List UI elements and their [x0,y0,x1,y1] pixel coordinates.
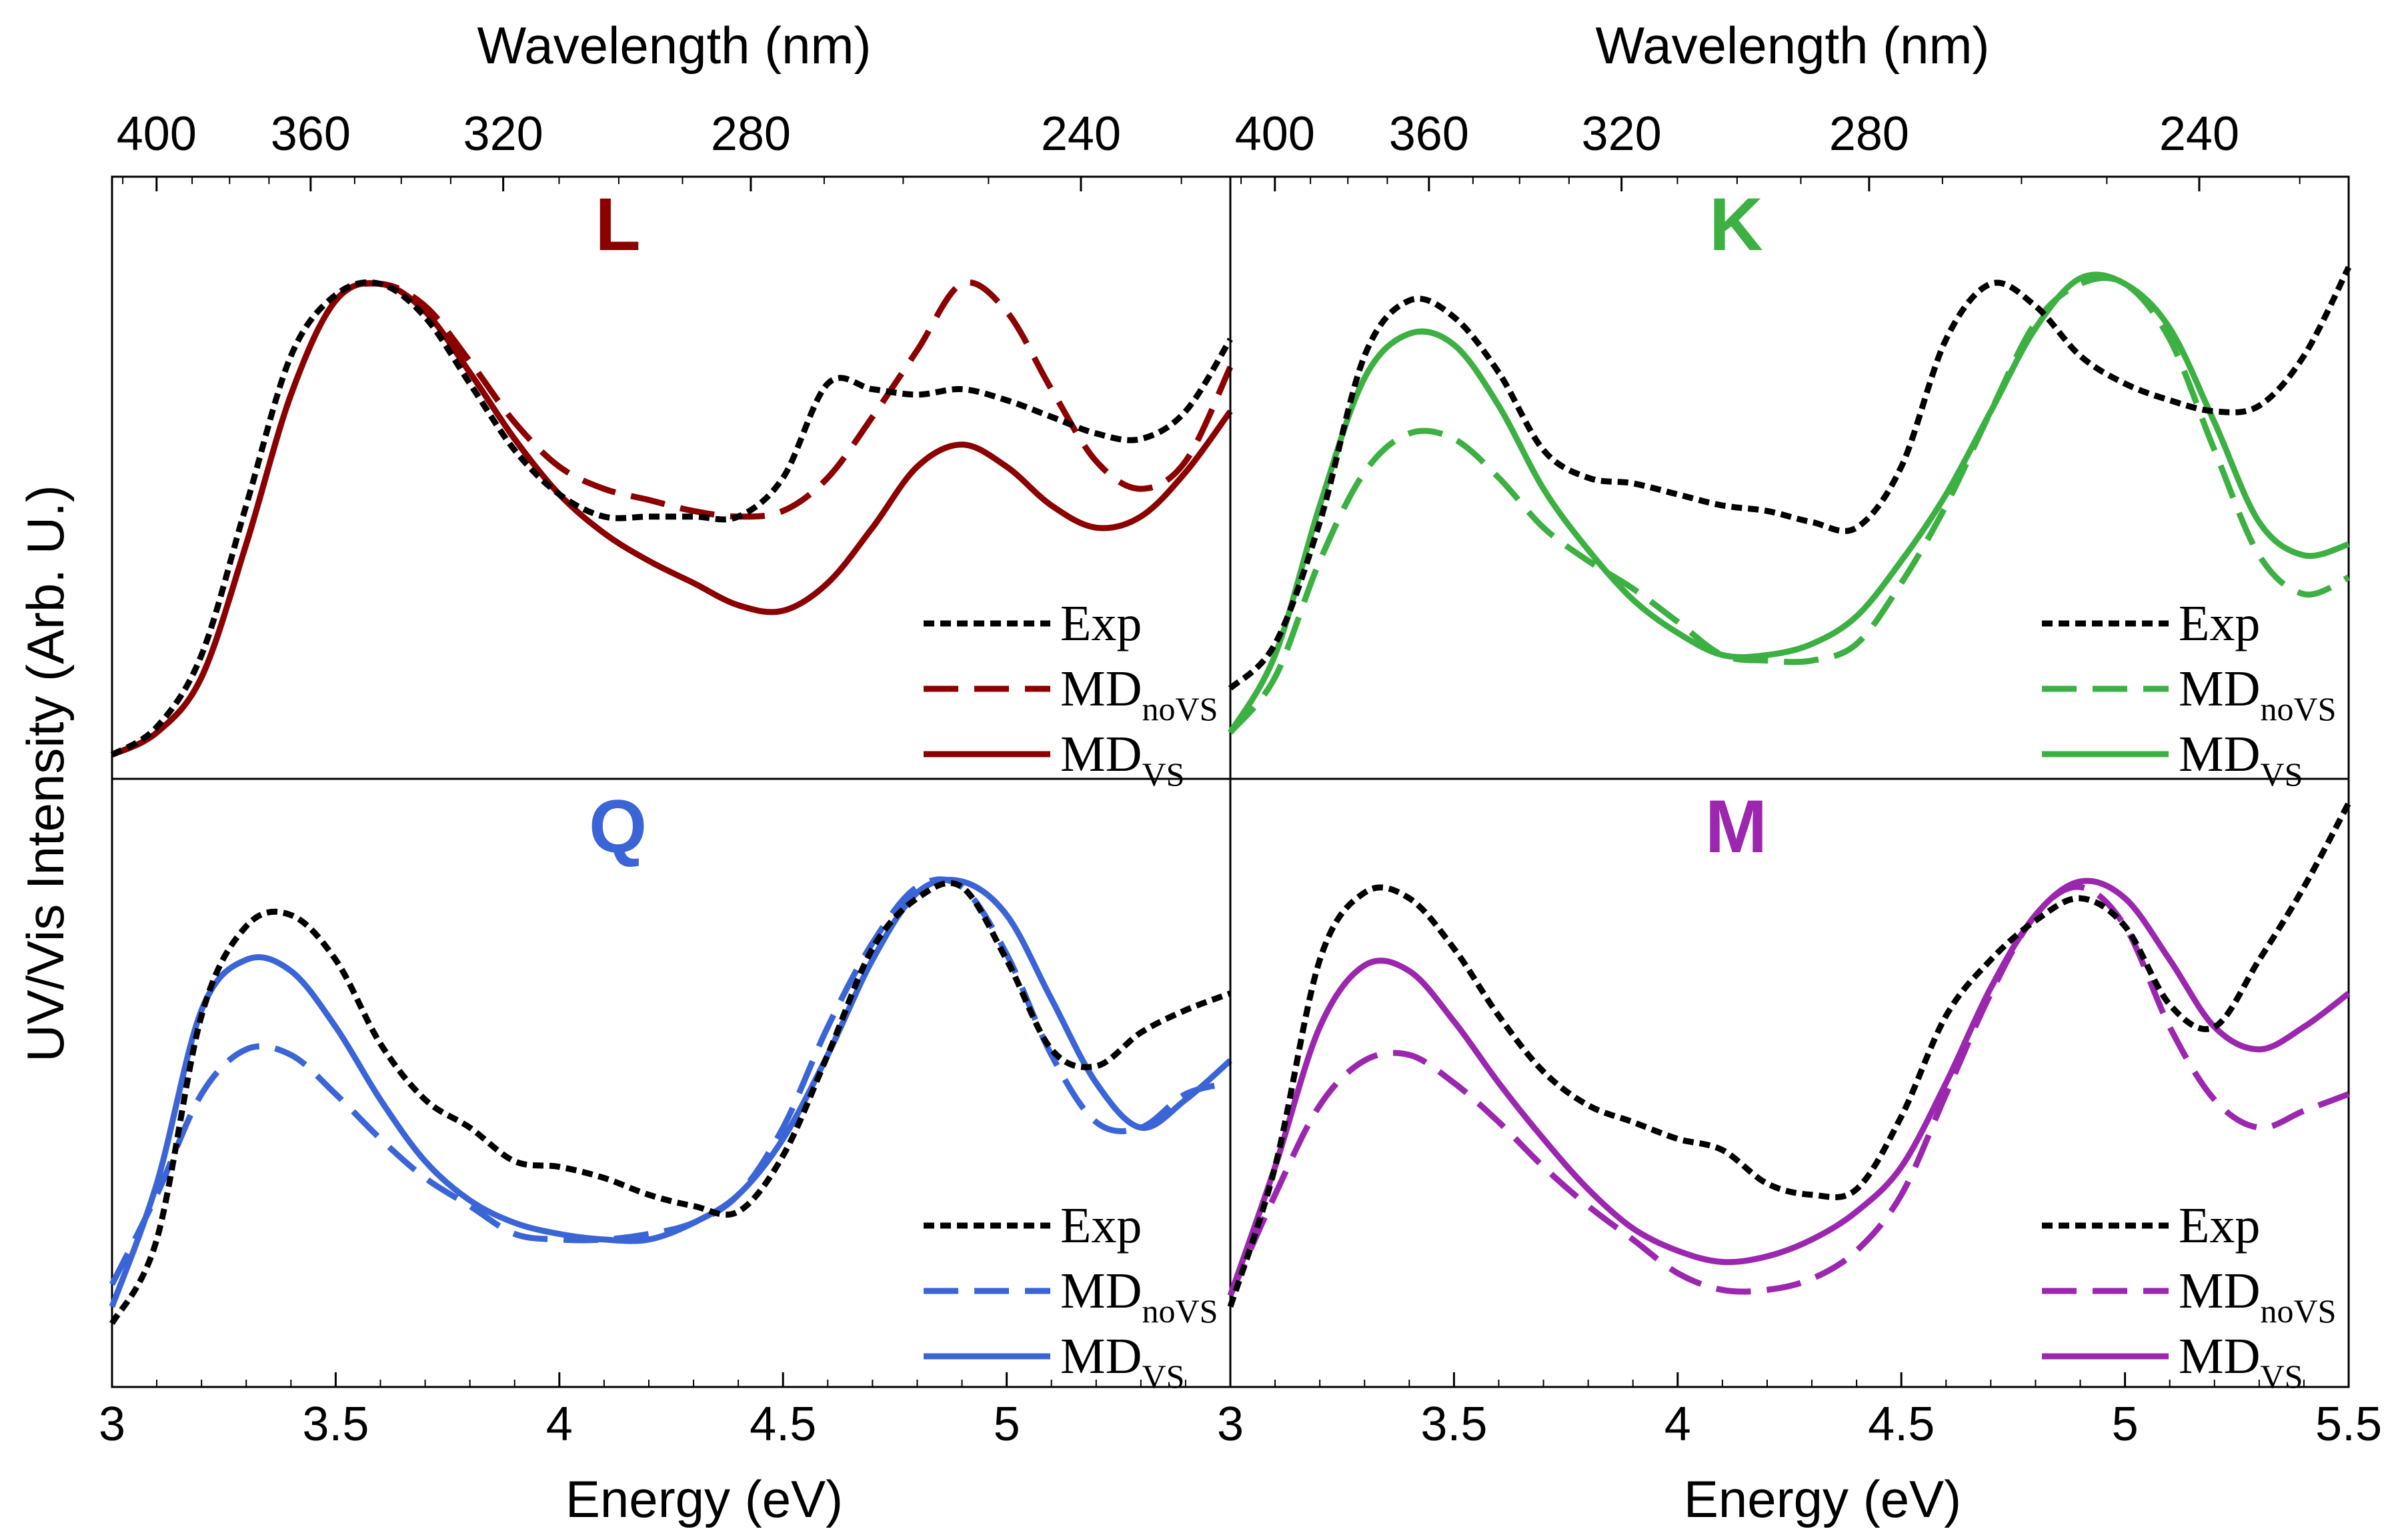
legend-label-exp: Exp [2179,1198,2260,1254]
bottom-tick-label: 3 [1217,1398,1244,1451]
legend-label-md-novs: MDnoVS [1060,1263,1218,1330]
top-tick-label: 400 [117,107,197,161]
top-tick-label: 400 [1235,107,1315,161]
legend-sub-text: noVS [2260,690,2336,727]
bottom-axis-title-right: Energy (eV) [1684,1470,1961,1528]
panel-title: L [595,183,640,266]
bottom-tick-label: 5 [994,1398,1020,1451]
legend-sub-text: noVS [1142,690,1218,727]
legend-label-md-vs: MDVS [2179,1328,2303,1395]
top-axis-title: Wavelength (nm) [477,16,872,75]
bottom-tick-label: 4 [546,1398,573,1451]
top-tick-label: 240 [1041,107,1121,161]
legend-main-text: MD [1060,1263,1142,1319]
legend-main-text: MD [1060,726,1142,782]
top-tick-label: 280 [1829,107,1909,161]
bottom-tick-label: 5 [2112,1398,2139,1451]
legend-label-md-novs: MDnoVS [2179,1263,2336,1330]
legend-label-md-vs: MDVS [2179,726,2303,793]
legend-label-exp: Exp [1060,595,1142,651]
top-tick-label: 280 [711,107,791,161]
bottom-tick-label: 4.5 [750,1398,816,1451]
legend-sub-text: VS [1142,755,1184,793]
top-tick-label: 360 [271,107,351,161]
legend-sub-text: VS [2260,1358,2303,1395]
legend-main-text: Exp [2179,595,2260,651]
legend-label-md-novs: MDnoVS [2179,661,2336,727]
series-line-mdvs [109,876,1232,1308]
panel-title: M [1705,785,1767,868]
legend-sub-text: noVS [2260,1292,2336,1330]
panel-title: K [1709,183,1763,266]
bottom-tick-label: 3.5 [1420,1398,1487,1451]
series-line-mdnovs [1227,884,2350,1297]
series-line-mdnovs [1228,275,2350,735]
series-line-mdnovs [110,279,1234,758]
legend-label-exp: Exp [1060,1198,1142,1254]
legend-main-text: Exp [2179,1198,2260,1254]
top-tick-label: 360 [1389,107,1469,161]
top-tick-label: 320 [1582,107,1662,161]
legend-main-text: MD [2179,726,2260,782]
legend-main-text: MD [2179,1328,2260,1384]
bottom-tick-label: 5.5 [2315,1398,2382,1451]
bottom-tick-label: 3.5 [302,1398,369,1451]
panel-frame [1229,778,2350,1388]
bottom-tick-label: 3 [99,1398,125,1451]
top-axis-title-right: Wavelength (nm) [1596,16,1990,75]
legend-sub-text: noVS [1142,1292,1218,1330]
legend-main-text: MD [1060,1328,1142,1384]
legend-main-text: Exp [1060,1198,1142,1254]
legend-main-text: MD [2179,661,2260,717]
legend-label-md-novs: MDnoVS [1060,661,1218,727]
legend-main-text: Exp [1060,595,1142,651]
legend-main-text: MD [1060,661,1142,717]
bottom-axis-title: Energy (eV) [565,1470,843,1528]
legend-label-exp: Exp [2179,595,2260,651]
top-tick-label: 240 [2159,107,2239,161]
series-line-mdvs [1227,878,2351,1297]
top-tick-label: 320 [463,107,543,161]
legend-sub-text: VS [1142,1358,1184,1395]
series-line-exp [1228,265,2352,691]
series-line-exp [1227,802,2351,1308]
legend-label-md-vs: MDVS [1060,1328,1184,1395]
y-axis-title: UV/Vis Intensity (Arb. U.) [16,485,75,1062]
series-line-exp [110,279,1233,757]
bottom-tick-label: 4 [1664,1398,1691,1451]
legend-sub-text: VS [2260,755,2303,793]
bottom-tick-label: 4.5 [1868,1398,1935,1451]
series-line-exp [109,880,1232,1326]
series-line-mdvs [1228,271,2350,734]
series-line-mdnovs [109,876,1232,1286]
legend-label-md-vs: MDVS [1060,726,1184,793]
legend-main-text: MD [2179,1263,2260,1319]
panel-title: Q [589,785,647,868]
